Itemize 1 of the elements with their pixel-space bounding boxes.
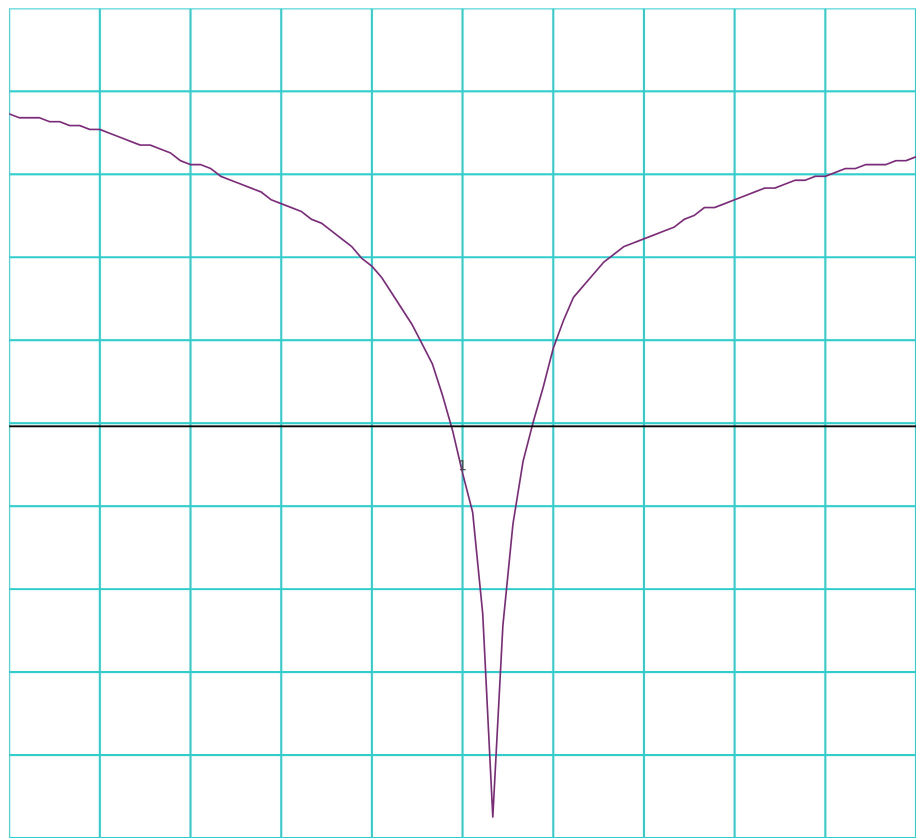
- annotation: 1: [460, 460, 466, 470]
